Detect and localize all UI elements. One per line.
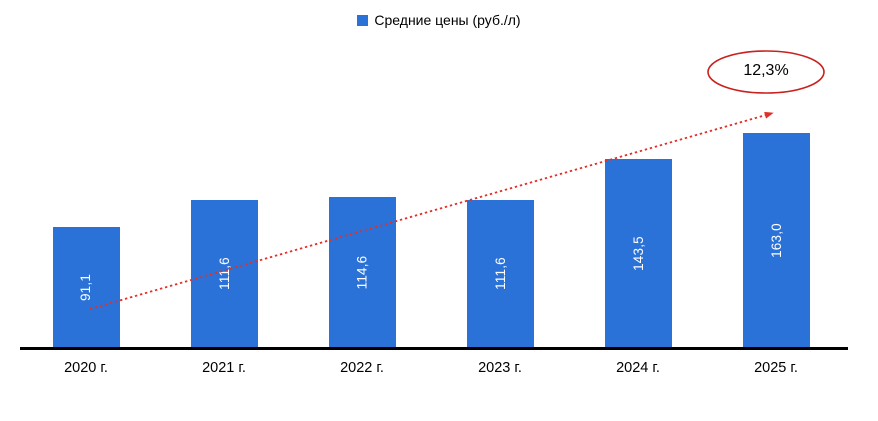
bar: 143,5 <box>604 159 672 347</box>
bar: 114,6 <box>328 197 396 347</box>
bar-value-label: 91,1 <box>78 273 94 301</box>
x-axis-line <box>20 347 848 350</box>
bar-value-label: 111,6 <box>216 257 232 290</box>
bar: 163,0 <box>742 133 810 347</box>
bar-value-label: 111,6 <box>492 257 508 290</box>
x-axis-label: 2024 г. <box>616 360 660 376</box>
legend-marker-icon <box>357 14 369 26</box>
x-axis-label: 2023 г. <box>478 360 522 376</box>
x-axis-label: 2025 г. <box>754 360 798 376</box>
legend-label: Средние цены (руб./л) <box>374 12 521 28</box>
x-axis-label: 2022 г. <box>340 360 384 376</box>
bar-value-label: 114,6 <box>354 255 370 289</box>
bar: 111,6 <box>190 200 258 347</box>
legend: Средние цены (руб./л) <box>0 13 878 27</box>
x-axis-label: 2020 г. <box>64 360 108 376</box>
bar-value-label: 143,5 <box>630 235 646 271</box>
bar-value-label: 163,0 <box>768 222 784 258</box>
annotation-label: 12,3% <box>743 62 789 79</box>
bar: 91,1 <box>52 227 120 347</box>
x-axis-label: 2021 г. <box>202 360 246 376</box>
bar: 111,6 <box>466 200 534 347</box>
